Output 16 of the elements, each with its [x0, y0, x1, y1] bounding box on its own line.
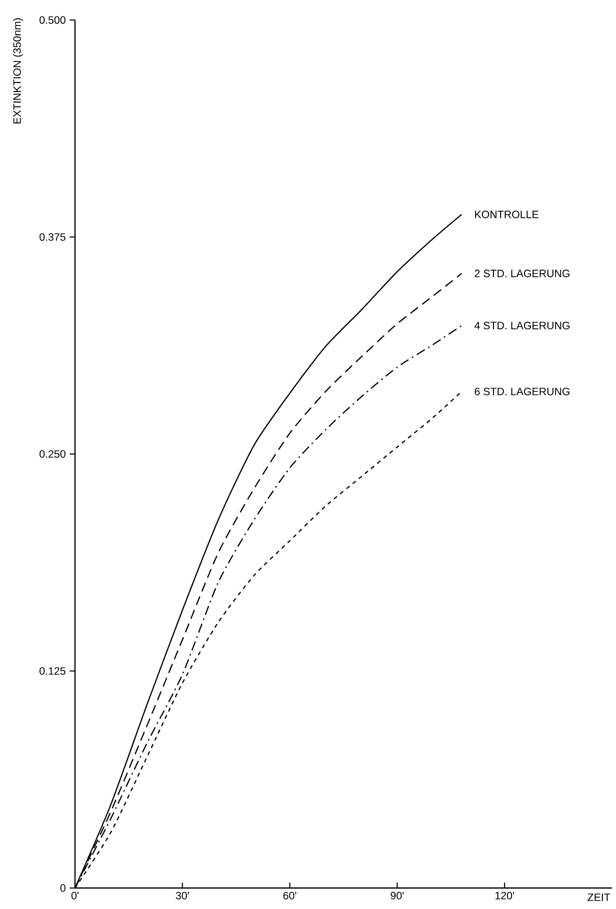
- y-tick-label: 0.125: [40, 667, 66, 675]
- series-label: 4 STD. LAGERUNG: [474, 322, 570, 330]
- y-tick-label: 0.250: [40, 450, 66, 458]
- y-tick-label: 0: [60, 884, 66, 892]
- y-tick-label: 0.375: [40, 233, 66, 241]
- series-label: KONTROLLE: [475, 210, 538, 218]
- x-tick-label: 60': [283, 892, 296, 900]
- series-label: 2 STD. LAGERUNG: [474, 270, 570, 278]
- x-tick-label: 30': [176, 892, 189, 900]
- series-label: 6 STD. LAGERUNG: [474, 388, 570, 396]
- x-tick-label: 120': [495, 892, 514, 900]
- x-tick-label: 0': [71, 892, 78, 900]
- y-tick-label: 0.500: [40, 16, 66, 24]
- x-axis-title: ZEIT: [588, 894, 610, 901]
- y-axis-title: EXTINKTION (350nm): [13, 18, 23, 124]
- x-tick-label: 90': [390, 892, 404, 900]
